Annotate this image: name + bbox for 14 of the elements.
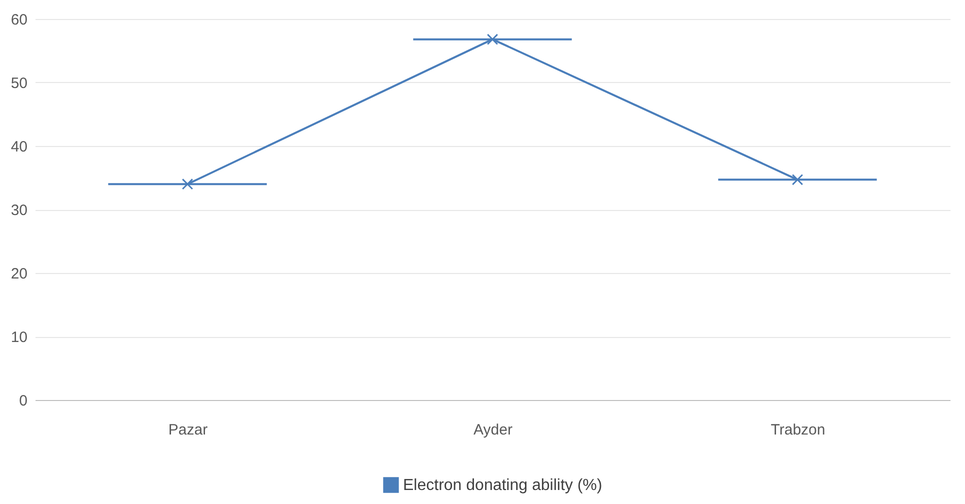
point: [182, 178, 194, 190]
y-tick-label: 40: [10, 138, 28, 156]
x-tick-label: Trabzon: [770, 422, 826, 438]
x-tick-label: Ayder: [474, 422, 512, 438]
y-tick-label: 50: [10, 75, 28, 92]
y-tick-label: 10: [10, 329, 28, 346]
point: [792, 174, 804, 186]
y-tick-label: 0: [19, 392, 28, 410]
y-tick-label: 30: [10, 202, 28, 219]
x-tick-label: Pazar: [168, 422, 208, 438]
y-tick-label: 60: [10, 12, 28, 28]
point: [486, 34, 498, 45]
legend-label: Electron donating ability (%): [403, 477, 602, 494]
y-tick-label: 20: [10, 266, 28, 282]
